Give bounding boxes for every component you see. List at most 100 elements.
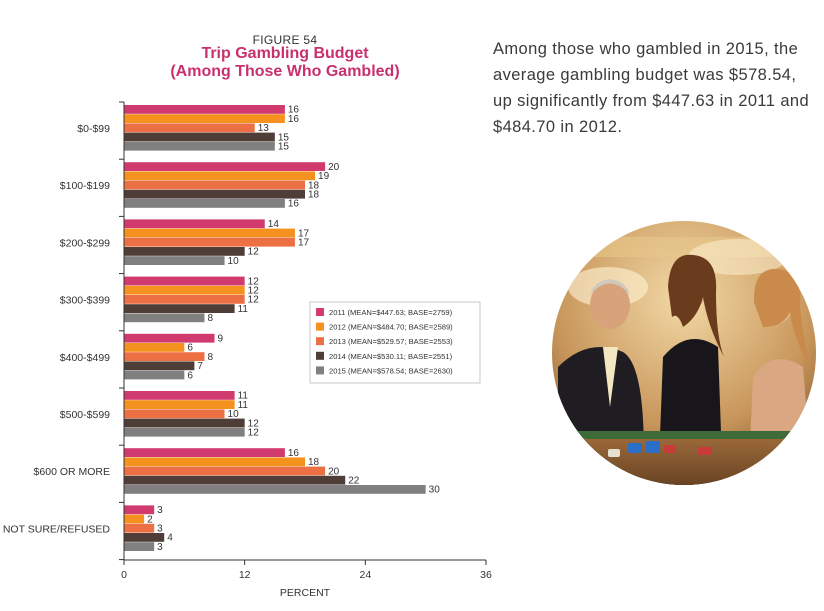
- bar: [124, 343, 185, 352]
- legend-swatch: [316, 337, 324, 346]
- data-label: 18: [308, 180, 320, 191]
- data-label: 16: [288, 105, 300, 116]
- data-label: 10: [228, 256, 240, 267]
- bar: [124, 132, 275, 142]
- x-tick-label: 24: [359, 569, 371, 581]
- chart-title-line1: Trip Gambling Budget: [201, 45, 369, 62]
- bar: [124, 505, 155, 515]
- bar: [124, 237, 295, 247]
- bar: [124, 333, 215, 343]
- description-text: Among those who gambled in 2015, the ave…: [493, 40, 810, 136]
- legend-entry: 2013 (MEAN=$529.57; BASE=2553): [329, 337, 453, 346]
- bar: [124, 427, 245, 437]
- data-label: 17: [298, 238, 310, 249]
- category-label: $500-$599: [60, 409, 110, 421]
- bar: [124, 352, 205, 361]
- bar: [124, 180, 305, 190]
- category-label: $400-$499: [60, 352, 110, 364]
- category-label: NOT SURE/REFUSED: [3, 523, 111, 535]
- data-label: 11: [238, 391, 249, 402]
- data-label: 6: [187, 370, 193, 381]
- category-label: $200-$299: [60, 237, 110, 249]
- bar: [124, 256, 225, 265]
- bar: [124, 542, 155, 551]
- bar: [124, 313, 205, 323]
- data-label: 10: [228, 409, 240, 420]
- bar: [124, 475, 346, 485]
- data-label: 15: [278, 132, 290, 143]
- data-label: 3: [157, 542, 163, 553]
- legend-swatch: [316, 351, 324, 360]
- x-axis-label: PERCENT: [280, 587, 331, 599]
- legend-swatch: [316, 308, 324, 316]
- data-label: 8: [207, 352, 213, 363]
- data-label: 20: [328, 162, 340, 173]
- category-label: $300-$399: [60, 295, 110, 307]
- data-label: 12: [248, 418, 260, 429]
- bar: [124, 162, 326, 171]
- category-label: $100-$199: [60, 180, 110, 192]
- data-label: 12: [248, 295, 260, 306]
- bar-chart: 1616131515$0-$992019181816$100-$19914171…: [3, 101, 492, 599]
- bar: [124, 391, 235, 400]
- bar: [124, 295, 245, 304]
- bar: [124, 285, 245, 295]
- bar: [124, 189, 305, 199]
- bar: [124, 418, 245, 428]
- data-label: 9: [218, 334, 224, 345]
- data-label: 2: [147, 514, 153, 525]
- bar: [124, 533, 165, 542]
- labels-layer: 1616131515$0-$992019181816$100-$19914171…: [3, 105, 440, 553]
- data-label: 20: [328, 466, 340, 477]
- data-label: 12: [248, 247, 260, 258]
- bar: [124, 466, 326, 476]
- bar: [124, 141, 275, 151]
- data-label: 7: [197, 361, 203, 372]
- chart-title-line2: (Among Those Who Gambled): [170, 63, 400, 80]
- bar: [124, 219, 265, 229]
- x-tick-label: 0: [121, 569, 127, 581]
- data-label: 16: [288, 114, 300, 125]
- bar: [124, 485, 426, 494]
- legend-swatch: [316, 366, 324, 375]
- data-label: 4: [167, 533, 173, 544]
- data-label: 8: [207, 313, 213, 324]
- legend-entry: 2014 (MEAN=$530.11; BASE=2551): [329, 352, 453, 361]
- data-label: 16: [288, 199, 300, 210]
- bar: [124, 409, 225, 419]
- data-label: 14: [268, 219, 280, 230]
- data-label: 15: [278, 142, 290, 153]
- data-label: 11: [238, 400, 249, 411]
- data-label: 3: [157, 505, 163, 516]
- data-label: 3: [157, 524, 163, 535]
- bar: [124, 171, 316, 181]
- bar: [124, 304, 235, 313]
- bar: [124, 123, 255, 133]
- bar: [124, 228, 295, 238]
- data-label: 22: [348, 476, 360, 487]
- data-label: 11: [238, 304, 249, 315]
- data-label: 17: [298, 228, 310, 239]
- bar: [124, 276, 245, 286]
- bar: [124, 105, 285, 114]
- data-label: 16: [288, 448, 300, 459]
- data-label: 6: [187, 343, 193, 354]
- data-label: 19: [318, 171, 330, 182]
- category-label: $0-$99: [77, 123, 110, 135]
- data-label: 12: [248, 286, 260, 297]
- legend-box: [309, 301, 481, 384]
- bar: [124, 457, 305, 467]
- legend-entry: 2012 (MEAN=$484.70; BASE=2589): [329, 323, 453, 332]
- bar: [124, 514, 145, 524]
- x-tick-label: 36: [480, 569, 492, 581]
- data-label: 13: [258, 123, 270, 134]
- data-label: 12: [248, 428, 260, 439]
- category-label: $600 OR MORE: [34, 466, 110, 478]
- data-label: 12: [248, 276, 260, 287]
- data-label: 30: [429, 485, 441, 496]
- bar: [124, 361, 195, 371]
- casino-photo: [552, 221, 816, 485]
- bar: [124, 114, 285, 123]
- bar: [124, 448, 285, 457]
